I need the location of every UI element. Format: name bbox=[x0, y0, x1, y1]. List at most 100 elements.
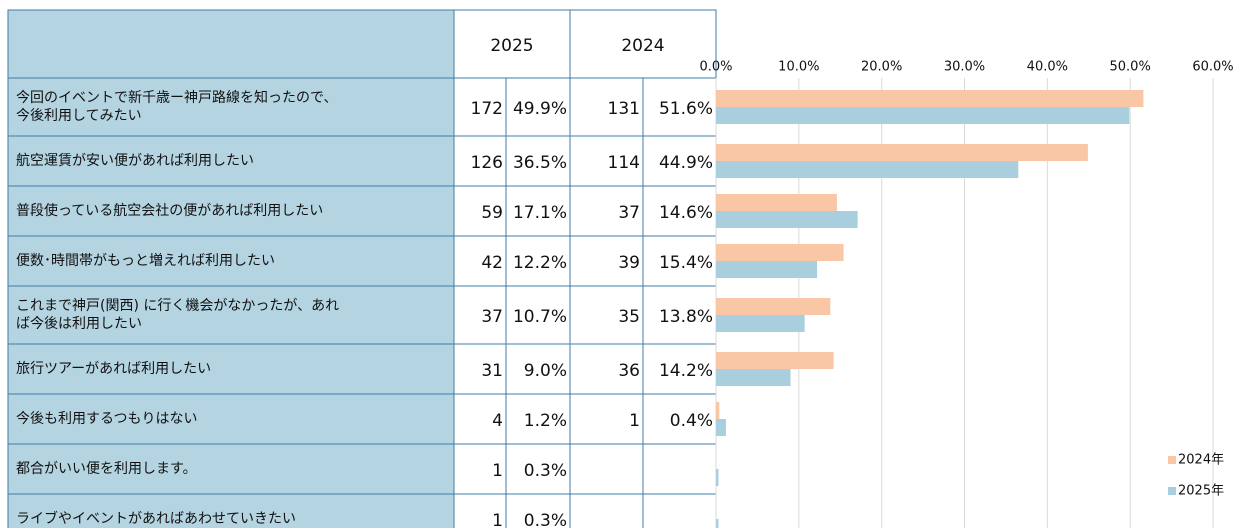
cell-value: 0.3% bbox=[524, 511, 567, 528]
value-cell bbox=[453, 443, 507, 495]
cell-value: 114 bbox=[608, 153, 640, 173]
x-tick-label: 0.0% bbox=[699, 60, 732, 75]
value-cell bbox=[569, 443, 644, 495]
row-label: 今回のイベントで新千歳ー神戸路線を知ったので、 bbox=[16, 89, 337, 106]
label-cell bbox=[7, 285, 455, 345]
value-cell bbox=[453, 235, 507, 287]
value-cell bbox=[505, 343, 571, 395]
cell-value: 36.5% bbox=[513, 153, 567, 173]
bar bbox=[716, 90, 1144, 107]
cell-value: 15.4% bbox=[659, 253, 713, 273]
x-tick-label: 50.0% bbox=[1110, 60, 1151, 75]
cell-value: 42 bbox=[481, 253, 503, 273]
value-cell bbox=[642, 235, 717, 287]
cell-value: 51.6% bbox=[659, 99, 713, 119]
cell-value: 1 bbox=[492, 511, 503, 528]
header-text: 2024 bbox=[621, 36, 664, 56]
cell-value: 1 bbox=[629, 411, 640, 431]
value-cell bbox=[453, 493, 507, 528]
cell-value: 31 bbox=[481, 361, 503, 381]
value-cell bbox=[642, 77, 717, 137]
value-cell bbox=[453, 77, 507, 137]
row-label: 旅行ツアーがあれば利用したい bbox=[16, 361, 211, 377]
cell-value: 37 bbox=[481, 307, 503, 327]
value-cell bbox=[569, 343, 644, 395]
cell-value: 35 bbox=[618, 307, 640, 327]
cell-value: 172 bbox=[471, 99, 503, 119]
label-cell bbox=[7, 185, 455, 237]
header-text: 2025 bbox=[490, 36, 533, 56]
x-tick-label: 20.0% bbox=[861, 60, 902, 75]
cell-value: 37 bbox=[618, 203, 640, 223]
row-label: ば今後は利用したい bbox=[16, 316, 142, 332]
value-cell bbox=[642, 185, 717, 237]
cell-value: 1 bbox=[492, 461, 503, 481]
cell-value: 126 bbox=[471, 153, 503, 173]
cell-value: 17.1% bbox=[513, 203, 567, 223]
header-label-cell bbox=[7, 9, 455, 79]
x-tick-label: 30.0% bbox=[944, 60, 985, 75]
bar bbox=[716, 107, 1130, 124]
value-cell bbox=[569, 135, 644, 187]
cell-value: 44.9% bbox=[659, 153, 713, 173]
bar bbox=[716, 352, 834, 369]
cell-value: 0.3% bbox=[524, 461, 567, 481]
bar bbox=[716, 211, 858, 228]
cell-value: 49.9% bbox=[513, 99, 567, 119]
cell-value: 4 bbox=[492, 411, 503, 431]
legend-swatch bbox=[1168, 487, 1176, 495]
cell-value: 131 bbox=[608, 99, 640, 119]
row-label: 普段使っている航空会社の便があれば利用したい bbox=[16, 202, 323, 219]
value-cell bbox=[642, 285, 717, 345]
value-cell bbox=[642, 493, 717, 528]
cell-value: 0.4% bbox=[670, 411, 713, 431]
row-label: 航空運賃が安い便があれば利用したい bbox=[16, 153, 254, 169]
label-cell bbox=[7, 77, 455, 137]
legend-label: 2024年 bbox=[1178, 453, 1224, 468]
label-cell bbox=[7, 393, 455, 445]
cell-value: 13.8% bbox=[659, 307, 713, 327]
bar bbox=[716, 315, 805, 332]
row-label: これまで神戸(関西) に行く機会がなかったが、あれ bbox=[16, 298, 339, 314]
value-cell bbox=[642, 443, 717, 495]
value-cell bbox=[505, 185, 571, 237]
bar bbox=[716, 369, 791, 386]
row-label: ライブやイベントがあればあわせていきたい bbox=[16, 510, 296, 527]
cell-value: 39 bbox=[618, 253, 640, 273]
cell-value: 9.0% bbox=[524, 361, 567, 381]
bar bbox=[716, 261, 818, 278]
bar bbox=[716, 402, 720, 419]
legend-label: 2025年 bbox=[1178, 484, 1224, 499]
bar bbox=[716, 419, 726, 436]
bar bbox=[716, 144, 1088, 161]
bar bbox=[716, 298, 831, 315]
bar bbox=[716, 469, 719, 486]
x-tick-label: 10.0% bbox=[778, 60, 819, 75]
value-cell bbox=[453, 343, 507, 395]
cell-value: 59 bbox=[481, 203, 503, 223]
label-cell bbox=[7, 493, 455, 528]
cell-value: 36 bbox=[618, 361, 640, 381]
cell-value: 10.7% bbox=[513, 307, 567, 327]
row-label: 都合がいい便を利用します。 bbox=[16, 461, 197, 477]
value-cell bbox=[505, 493, 571, 528]
value-cell bbox=[569, 493, 644, 528]
x-tick-label: 40.0% bbox=[1027, 60, 1068, 75]
bar bbox=[716, 194, 837, 211]
cell-value: 14.2% bbox=[659, 361, 713, 381]
bar bbox=[716, 161, 1019, 178]
legend-swatch bbox=[1168, 456, 1176, 464]
cell-value: 14.6% bbox=[659, 203, 713, 223]
cell-value: 1.2% bbox=[524, 411, 567, 431]
cell-value: 12.2% bbox=[513, 253, 567, 273]
x-tick-label: 60.0% bbox=[1192, 60, 1233, 75]
value-cell bbox=[453, 135, 507, 187]
value-cell bbox=[505, 235, 571, 287]
value-cell bbox=[505, 285, 571, 345]
value-cell bbox=[453, 285, 507, 345]
header-cell bbox=[453, 9, 571, 79]
header-cell bbox=[569, 9, 717, 79]
value-cell bbox=[569, 235, 644, 287]
label-cell bbox=[7, 443, 455, 495]
